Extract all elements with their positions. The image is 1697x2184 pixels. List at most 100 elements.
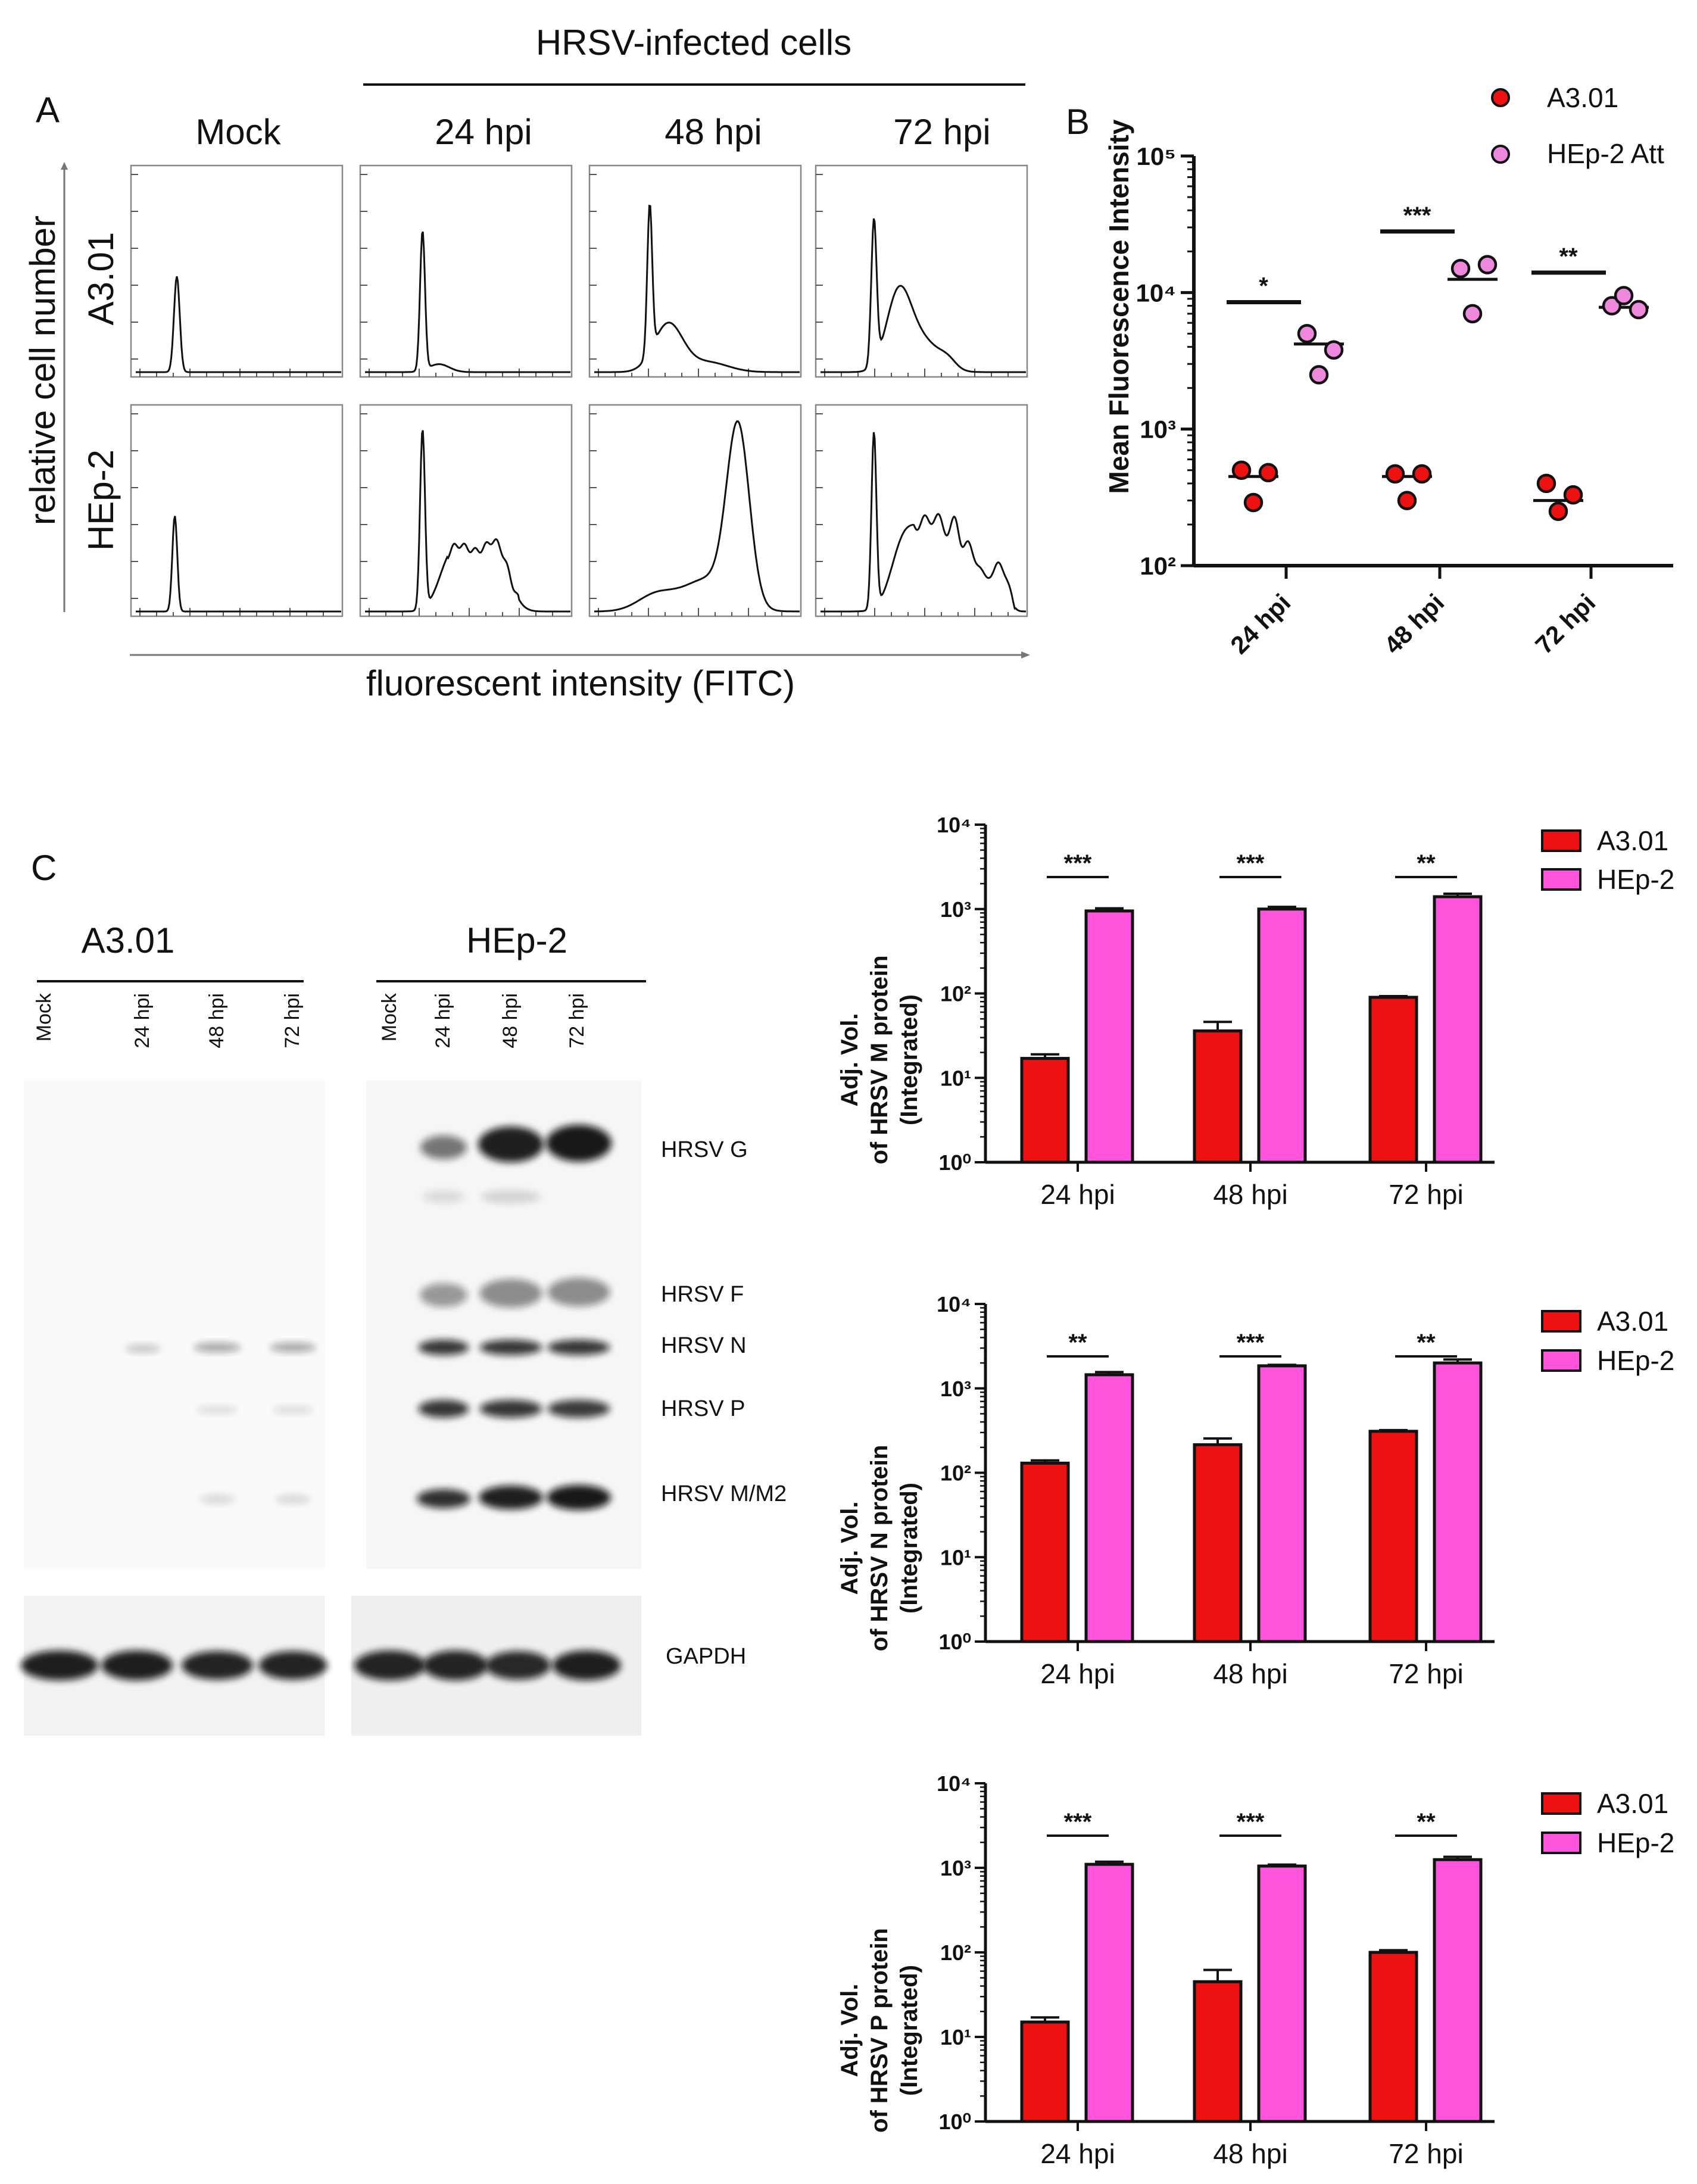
bar-x-tick-label: 72 hpi <box>1389 1179 1463 1210</box>
lane-label: 72 hpi <box>281 993 304 1049</box>
histogram-1-2 <box>588 404 802 617</box>
panel-b-data-point <box>1243 492 1264 513</box>
bar-chart-n-legend-label-hep2: HEp-2 <box>1597 1345 1674 1376</box>
panel-b-y-tick-label: 10³ <box>1140 416 1176 444</box>
histogram-grid <box>130 164 1028 617</box>
histogram-curve <box>365 231 570 373</box>
panel-b-x-tick-label: 48 hpi <box>1378 588 1449 659</box>
panel-b-data-point <box>1602 296 1622 316</box>
bar <box>1368 1951 1418 2123</box>
bar <box>1433 895 1483 1164</box>
blot-band <box>354 1651 426 1680</box>
x-axis-arrow-head <box>1021 651 1030 659</box>
legend-label-hep2-att: HEp-2 Att <box>1547 138 1664 169</box>
bar-y-tick-label: 10⁰ <box>939 1630 971 1654</box>
blot-band <box>101 1651 173 1680</box>
blot-band <box>194 1343 241 1352</box>
histogram-frame <box>588 404 802 617</box>
band-label-hrsv-g: HRSV G <box>661 1137 748 1162</box>
bar <box>1084 1373 1134 1643</box>
blot-band <box>196 1406 238 1414</box>
bar-x-tick-label: 24 hpi <box>1040 2138 1115 2169</box>
panel-b-letter: B <box>1066 102 1090 142</box>
bar-y-tick-label: 10¹ <box>940 1066 971 1090</box>
bar-chart-p-legend-label-hep2: HEp-2 <box>1597 1827 1674 1858</box>
blot-band <box>199 1495 235 1504</box>
lane-label: 48 hpi <box>205 993 228 1049</box>
panel-b-data-point <box>1548 501 1568 521</box>
bar-chart-p-ylabel-line1: Adj. Vol. <box>837 1983 863 2077</box>
bar-chart-m-legend-label-a301: A3.01 <box>1597 825 1668 856</box>
bar <box>1193 1980 1243 2123</box>
bar-significance-stars: *** <box>1237 1330 1265 1356</box>
histogram-0-2 <box>588 164 802 378</box>
bar <box>1020 1057 1070 1164</box>
bar-chart-n-legend-label-a301: A3.01 <box>1597 1306 1668 1337</box>
panel-b-y-tick-label: 10² <box>1140 552 1176 580</box>
bar-x-tick-label: 24 hpi <box>1040 1658 1115 1689</box>
bar-significance-stars: ** <box>1417 1809 1436 1835</box>
western-blot-image <box>21 1081 641 1736</box>
blot-band <box>420 1135 467 1159</box>
histogram-curve <box>594 204 800 373</box>
histogram-curve <box>365 430 570 613</box>
histogram-0-3 <box>815 164 1028 378</box>
blot-band <box>423 1651 488 1680</box>
bar-x-tick-label: 48 hpi <box>1213 1179 1287 1210</box>
panel-b-significance-stars: * <box>1259 273 1268 299</box>
bar-y-tick-label: 10³ <box>940 1377 971 1401</box>
row-label-a301: A3.01 <box>81 232 121 326</box>
histogram-curve <box>821 432 1027 613</box>
histogram-frame <box>130 164 344 378</box>
bar-y-tick-label: 10³ <box>940 897 971 922</box>
panel-b-data-point <box>1258 463 1278 483</box>
bar-y-tick-label: 10¹ <box>940 2025 971 2049</box>
bar-chart-n-ylabel-line2: of HRSV N protein <box>866 1445 893 1652</box>
bar-significance-stars: ** <box>1417 850 1436 876</box>
band-label-hrsv-n: HRSV N <box>661 1333 747 1358</box>
blot-band <box>21 1651 98 1680</box>
panel-b-data-point <box>1231 460 1252 480</box>
histogram-1-0 <box>130 404 344 617</box>
bar-significance-stars: *** <box>1064 1809 1092 1835</box>
bar-chart-n-legend-swatch-a301 <box>1541 1310 1581 1333</box>
bar-y-tick-label: 10³ <box>940 1856 971 1880</box>
bar-chart-p-legend-swatch-hep2 <box>1541 1832 1581 1854</box>
histogram-frame <box>130 404 344 617</box>
bar-chart-m-legend-label-hep2: HEp-2 <box>1597 864 1674 895</box>
panel-b-x-tick-label: 72 hpi <box>1530 588 1601 659</box>
blot-membrane-a301 <box>24 1081 325 1569</box>
bar <box>1084 909 1134 1164</box>
panel-b-significance-stars: *** <box>1403 202 1431 229</box>
panel-b-y-tick-label: 10⁴ <box>1136 279 1177 307</box>
bar-x-tick-label: 72 hpi <box>1389 1658 1463 1689</box>
blot-band <box>547 1400 610 1418</box>
panel-b-data-point <box>1412 464 1432 484</box>
blot-band <box>182 1651 253 1680</box>
bar-x-tick-label: 48 hpi <box>1213 1658 1287 1689</box>
blot-band <box>479 1400 542 1418</box>
bar-y-tick-label: 10² <box>940 982 971 1006</box>
bar-significance-stars: ** <box>1068 1330 1087 1356</box>
panel-b-data-point <box>1477 255 1498 274</box>
column-label-48hpi: 48 hpi <box>665 112 762 152</box>
panel-b-data-point <box>1614 286 1634 305</box>
bar-chart-p-ylabel-line2: of HRSV P protein <box>866 1928 893 2133</box>
blot-band <box>481 1190 541 1203</box>
bar-y-tick-label: 10⁴ <box>937 1292 971 1316</box>
blot-band <box>418 1400 469 1418</box>
lane-labels: Mock 24 hpi 48 hpi 72 hpi Mock 24 hpi 48 hpi 72… <box>33 993 588 1049</box>
bar-chart-p-legend-label-a301: A3.01 <box>1597 1788 1668 1819</box>
panel-a: A HRSV-infected cells Mock 24 hpi 48 hpi… <box>23 23 1030 703</box>
panel-b-y-tick-label: 10⁵ <box>1137 142 1176 170</box>
panel-b-data-point <box>1563 485 1583 505</box>
row-label-hep2: HEp-2 <box>81 450 121 551</box>
bar <box>1020 1461 1070 1643</box>
legend-label-a301: A3.01 <box>1547 82 1618 113</box>
panel-b-data-point <box>1324 340 1344 360</box>
